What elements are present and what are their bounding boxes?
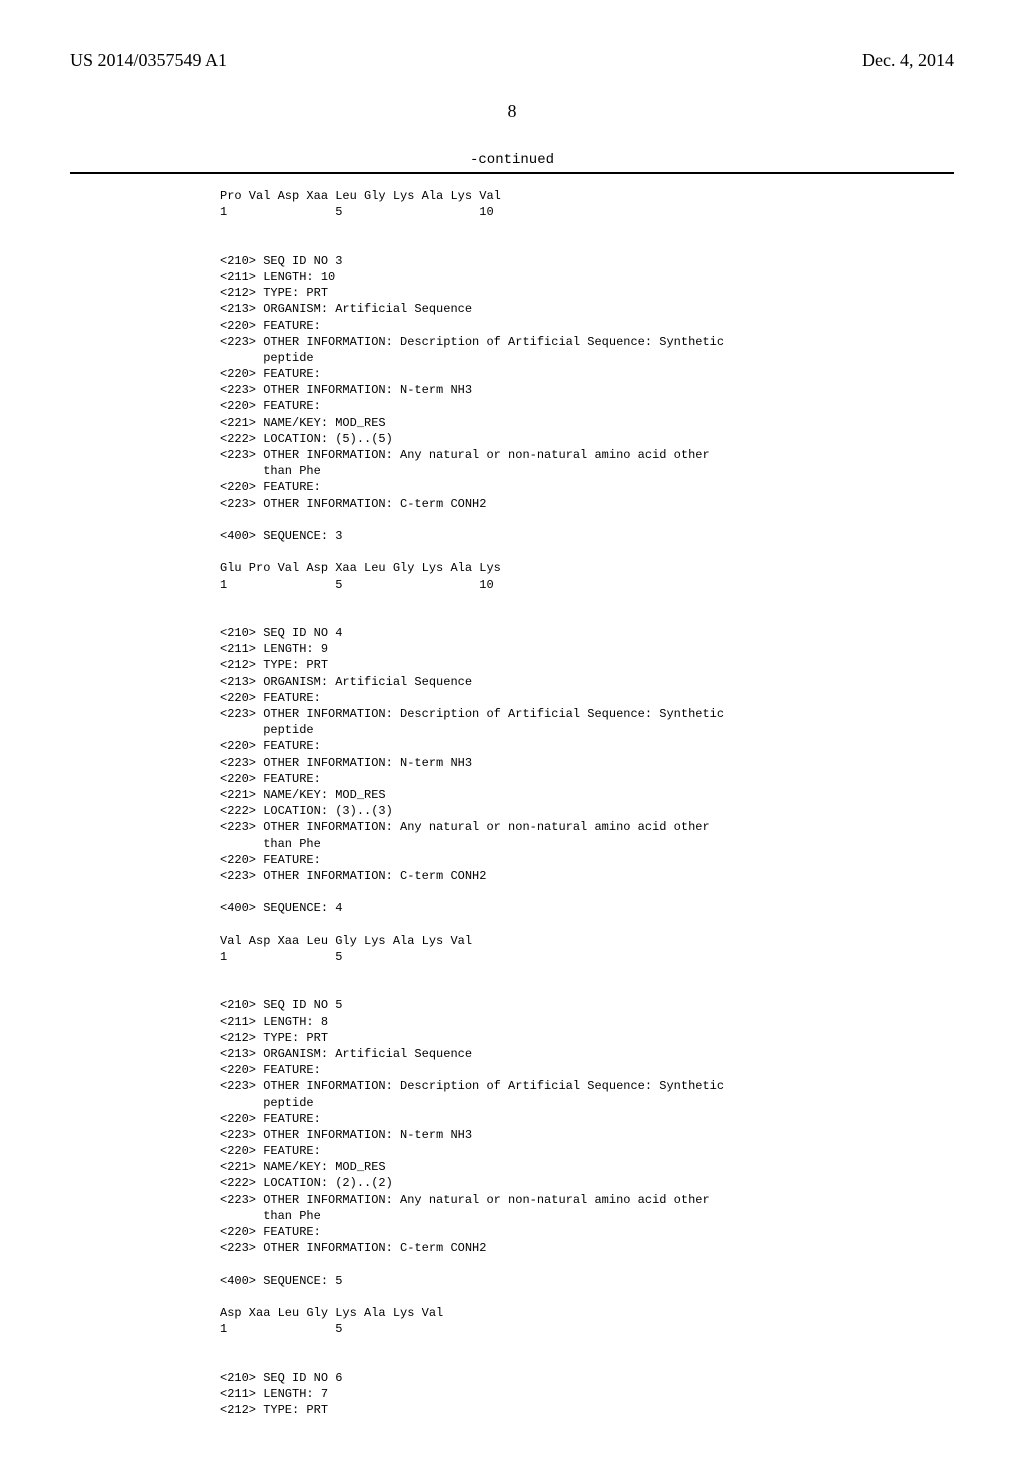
patent-page: US 2014/0357549 A1 Dec. 4, 2014 8 -conti… [0,0,1024,1468]
continued-label: -continued [70,152,954,168]
page-number: 8 [70,101,954,122]
page-header: US 2014/0357549 A1 Dec. 4, 2014 [70,50,954,71]
publication-number: US 2014/0357549 A1 [70,50,227,71]
section-divider [70,172,954,174]
sequence-listing: Pro Val Asp Xaa Leu Gly Lys Ala Lys Val … [220,188,954,1418]
publication-date: Dec. 4, 2014 [862,50,954,71]
